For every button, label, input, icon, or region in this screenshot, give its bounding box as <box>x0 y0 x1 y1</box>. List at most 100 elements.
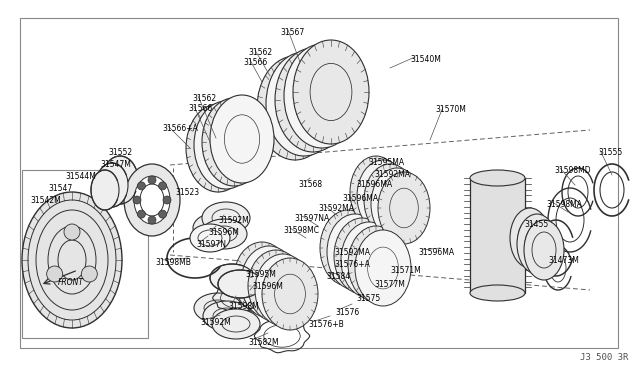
Ellipse shape <box>517 214 557 274</box>
Ellipse shape <box>510 208 550 268</box>
Ellipse shape <box>293 40 369 144</box>
Ellipse shape <box>320 210 376 286</box>
Text: 31542M: 31542M <box>30 196 61 205</box>
Bar <box>20 18 618 348</box>
Ellipse shape <box>355 230 411 306</box>
Text: 31597N: 31597N <box>196 240 226 249</box>
Text: 31592MA: 31592MA <box>374 170 410 179</box>
Text: 31598MD: 31598MD <box>554 166 591 175</box>
Ellipse shape <box>275 48 351 152</box>
Text: 31598MA: 31598MA <box>546 200 582 209</box>
Text: 31592MA: 31592MA <box>334 248 370 257</box>
Text: 31596MA: 31596MA <box>418 248 454 257</box>
Ellipse shape <box>212 309 260 339</box>
Circle shape <box>138 182 145 190</box>
Text: 31576: 31576 <box>335 308 359 317</box>
Text: 31598MB: 31598MB <box>155 258 191 267</box>
Text: 31592MA: 31592MA <box>318 204 354 213</box>
Ellipse shape <box>470 285 525 301</box>
Ellipse shape <box>134 176 170 224</box>
Ellipse shape <box>201 219 247 249</box>
Ellipse shape <box>241 246 297 318</box>
Text: 31566: 31566 <box>188 104 212 113</box>
Ellipse shape <box>364 164 416 236</box>
Ellipse shape <box>203 301 251 331</box>
Ellipse shape <box>341 222 397 298</box>
Circle shape <box>64 224 80 240</box>
Text: 31568: 31568 <box>298 180 322 189</box>
Ellipse shape <box>524 220 564 280</box>
Text: 31592M: 31592M <box>218 216 249 225</box>
Ellipse shape <box>378 172 430 244</box>
Text: 31523: 31523 <box>175 188 199 197</box>
Text: 31540M: 31540M <box>410 55 441 64</box>
Text: 31577M: 31577M <box>374 280 405 289</box>
Circle shape <box>138 210 145 218</box>
Text: 31566+A: 31566+A <box>162 124 198 133</box>
Ellipse shape <box>327 214 383 290</box>
Text: 31567: 31567 <box>280 28 304 37</box>
Text: 31582M: 31582M <box>248 338 278 347</box>
Bar <box>470 178 525 293</box>
Text: 31595MA: 31595MA <box>368 158 404 167</box>
Circle shape <box>159 182 166 190</box>
Text: 31547: 31547 <box>48 184 72 193</box>
Text: 31555: 31555 <box>598 148 622 157</box>
Text: 31562: 31562 <box>192 94 216 103</box>
Circle shape <box>148 216 156 224</box>
Ellipse shape <box>91 170 119 210</box>
Bar <box>22 170 148 338</box>
Ellipse shape <box>470 170 525 186</box>
Circle shape <box>133 196 141 204</box>
Ellipse shape <box>348 226 404 302</box>
Ellipse shape <box>202 202 250 234</box>
Ellipse shape <box>371 168 423 240</box>
Text: 31570M: 31570M <box>435 105 466 114</box>
Text: 31598MC: 31598MC <box>283 226 319 235</box>
Text: 31455: 31455 <box>524 220 548 229</box>
Text: 31547M: 31547M <box>100 160 131 169</box>
Text: 31575: 31575 <box>356 294 380 303</box>
Ellipse shape <box>210 264 254 292</box>
Text: 31473M: 31473M <box>548 256 579 265</box>
Ellipse shape <box>190 224 230 252</box>
Ellipse shape <box>193 213 239 243</box>
Ellipse shape <box>266 52 342 156</box>
Ellipse shape <box>334 218 390 294</box>
Text: 31562: 31562 <box>248 48 272 57</box>
Ellipse shape <box>186 104 250 192</box>
Ellipse shape <box>124 164 180 236</box>
Text: 31571M: 31571M <box>390 266 420 275</box>
Ellipse shape <box>255 254 311 326</box>
Ellipse shape <box>284 44 360 148</box>
Circle shape <box>81 266 97 282</box>
Text: 31592M: 31592M <box>200 318 231 327</box>
Ellipse shape <box>96 163 128 207</box>
Text: 31596M: 31596M <box>252 282 283 291</box>
Circle shape <box>148 176 156 184</box>
Text: 31595M: 31595M <box>245 270 276 279</box>
Ellipse shape <box>357 160 409 232</box>
Circle shape <box>159 210 166 218</box>
Ellipse shape <box>202 98 266 186</box>
Text: 31598M: 31598M <box>228 302 259 311</box>
Circle shape <box>47 266 63 282</box>
Ellipse shape <box>194 293 242 323</box>
Text: 31566: 31566 <box>243 58 268 67</box>
Ellipse shape <box>234 242 290 314</box>
Ellipse shape <box>262 258 318 330</box>
Circle shape <box>163 196 171 204</box>
Text: 31597NA: 31597NA <box>294 214 329 223</box>
Text: J3 500 3R: J3 500 3R <box>580 353 628 362</box>
Text: 31596MA: 31596MA <box>342 194 378 203</box>
Ellipse shape <box>194 101 258 189</box>
Text: 31544M: 31544M <box>65 172 96 181</box>
Ellipse shape <box>218 270 262 298</box>
Text: 31584: 31584 <box>326 272 350 281</box>
Text: 31576+B: 31576+B <box>308 320 344 329</box>
Text: 31596MA: 31596MA <box>356 180 392 189</box>
Ellipse shape <box>248 250 304 322</box>
Ellipse shape <box>257 56 333 160</box>
Text: FRONT: FRONT <box>58 278 84 287</box>
Ellipse shape <box>22 192 122 328</box>
